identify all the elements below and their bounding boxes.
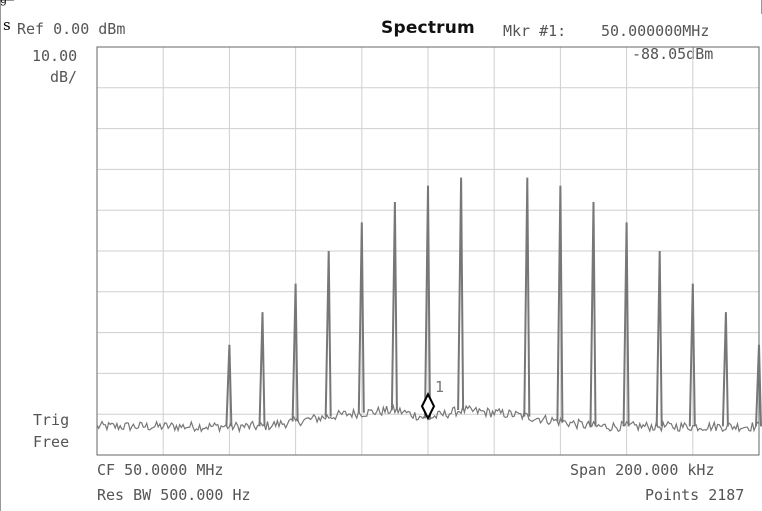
scale-unit: dB/: [50, 68, 78, 86]
carrier-peak: [655, 250, 663, 427]
carrier-peak: [258, 312, 266, 427]
reference-level: Ref 0.00 dBm: [17, 20, 126, 38]
frame-left-edge: [0, 0, 1, 511]
carrier-peak: [755, 344, 762, 427]
scale-value: 10.00: [32, 47, 78, 65]
frame-top-edge: [0, 0, 14, 1]
carrier-peak: [688, 283, 696, 427]
carrier-peak: [589, 201, 597, 427]
trigger-mode-line1: Trig: [33, 411, 70, 429]
marker-1-label: 1: [435, 378, 444, 396]
carrier-peak: [424, 185, 431, 419]
carrier-peak: [622, 222, 630, 427]
sweep-points: Points 2187: [645, 486, 745, 504]
trigger-mode-line2: Free: [33, 433, 70, 451]
marker-1-diamond: [420, 392, 436, 421]
resolution-bandwidth: Res BW 500.000 Hz: [97, 486, 251, 504]
marker-label: Mkr #1:: [503, 22, 567, 40]
side-letter: s: [3, 16, 11, 34]
carrier-peak: [390, 201, 398, 411]
carrier-peaks: [225, 177, 762, 427]
carrier-peak: [457, 177, 465, 411]
carrier-peak: [523, 177, 531, 417]
center-frequency: CF 50.0000 MHz: [97, 461, 224, 479]
frequency-span: Span 200.000 kHz: [570, 461, 715, 479]
carrier-peak: [324, 250, 332, 417]
marker-frequency-readout: 50.000000MHz: [601, 22, 710, 40]
chart-title: Spectrum: [381, 18, 475, 38]
carrier-peak: [357, 222, 365, 413]
carrier-peak: [225, 344, 233, 427]
truncated-top-text: g: [0, 0, 7, 5]
plot-frame: [96, 46, 760, 456]
carrier-peak: [556, 185, 564, 422]
carrier-peak: [291, 283, 299, 422]
carrier-peak: [721, 312, 729, 427]
